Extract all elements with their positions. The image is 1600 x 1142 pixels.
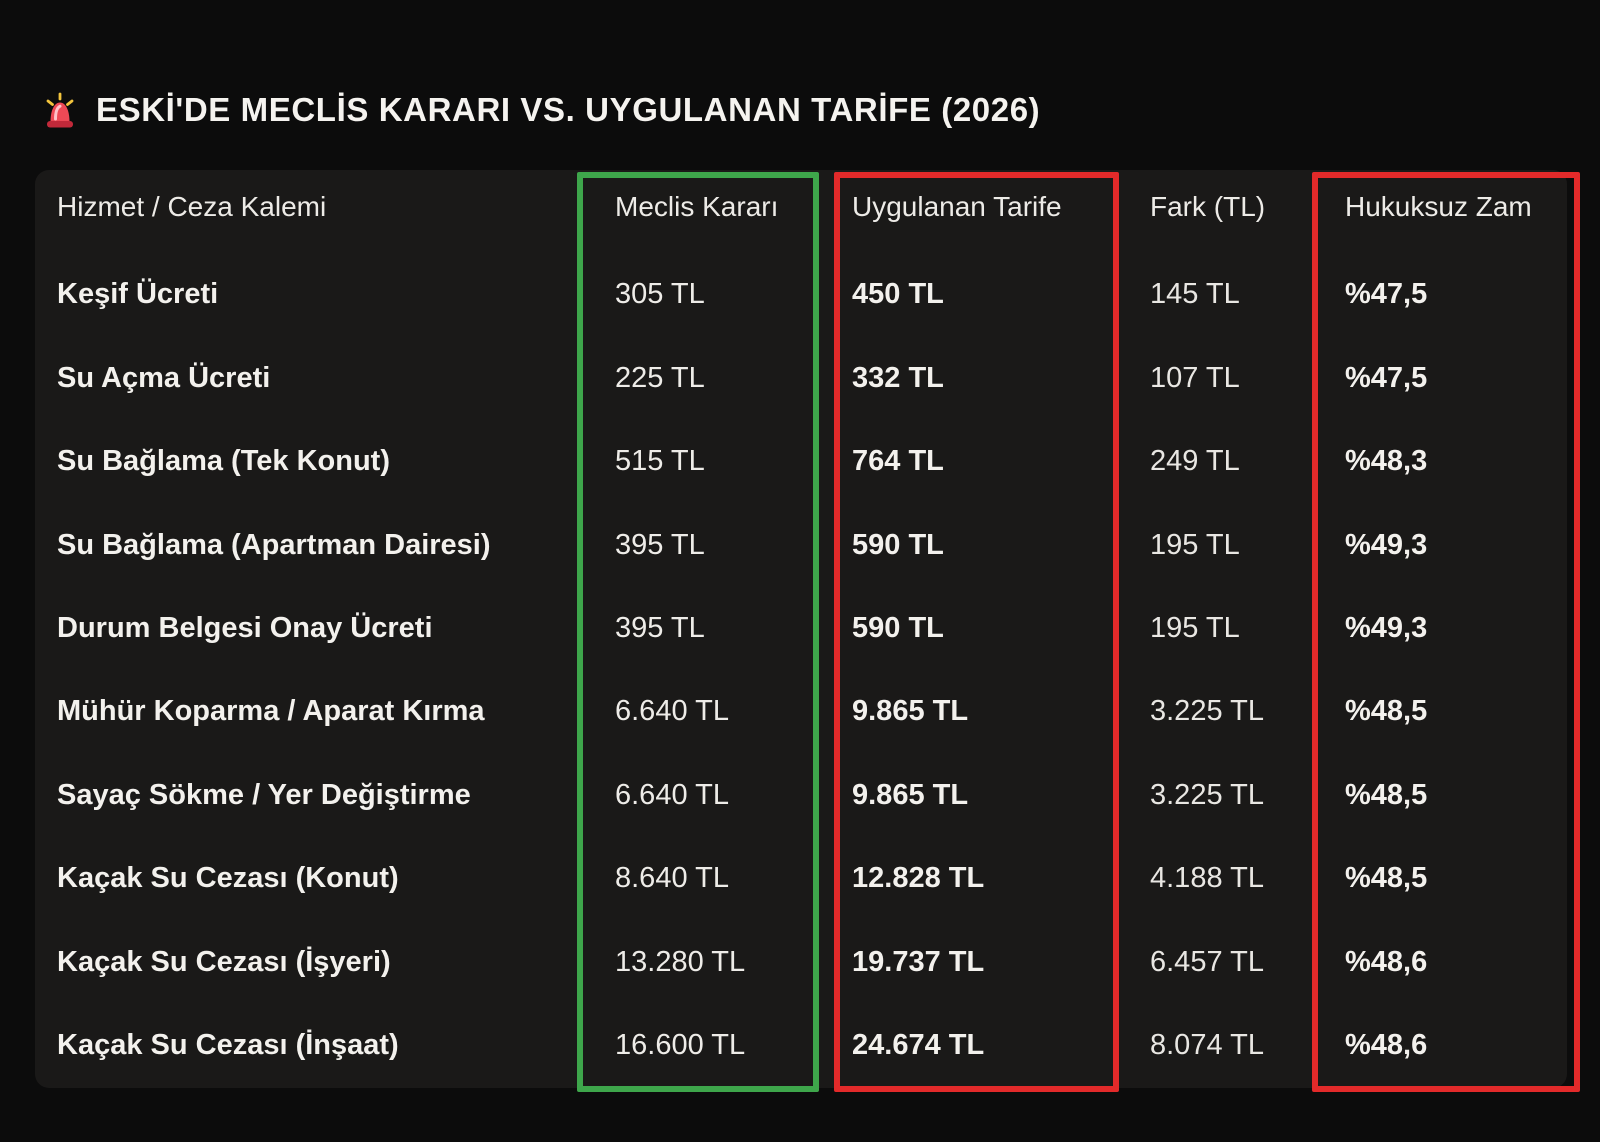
tariff-table-card: Hizmet / Ceza Kalemi Meclis Kararı Uygul…: [35, 170, 1567, 1088]
cell-hukuksuz-zam: %48,6: [1345, 1029, 1428, 1062]
cell-hukuksuz-zam: %48,5: [1345, 695, 1428, 728]
cell-meclis-karari: 8.640 TL: [615, 862, 729, 895]
column-header-hukuksuz-zam: Hukuksuz Zam: [1345, 191, 1532, 223]
table-row: Su Açma Ücreti 225 TL 332 TL 107 TL %47,5: [35, 337, 1567, 420]
siren-icon: [46, 92, 74, 128]
cell-uygulanan-tarife: 590 TL: [852, 611, 944, 644]
column-header-meclis-karari: Meclis Kararı: [615, 191, 779, 223]
cell-fark-tl: 195 TL: [1150, 611, 1240, 644]
cell-uygulanan-tarife: 9.865 TL: [852, 778, 969, 811]
table-row: Durum Belgesi Onay Ücreti 395 TL 590 TL 195…: [35, 587, 1567, 670]
column-header-hizmet-ceza-kalemi: Hizmet / Ceza Kalemi: [57, 191, 327, 223]
cell-uygulanan-tarife: 332 TL: [852, 361, 944, 394]
cell-meclis-karari: 225 TL: [615, 361, 705, 394]
cell-hizmet-ceza-kalemi: Durum Belgesi Onay Ücreti: [57, 611, 433, 644]
table-row: Kaçak Su Cezası (İşyeri) 13.280 TL 19.737 …: [35, 921, 1567, 1004]
cell-uygulanan-tarife: 590 TL: [852, 528, 944, 561]
cell-hizmet-ceza-kalemi: Su Açma Ücreti: [57, 361, 271, 394]
table-row: Su Bağlama (Tek Konut) 515 TL 764 TL 249 TL…: [35, 420, 1567, 503]
cell-hukuksuz-zam: %48,3: [1345, 445, 1428, 478]
cell-uygulanan-tarife: 450 TL: [852, 278, 944, 311]
cell-hukuksuz-zam: %47,5: [1345, 278, 1428, 311]
page-title: ESKİ'DE MECLİS KARARI VS. UYGULANAN TARİ…: [40, 90, 1040, 130]
table-row: Kaçak Su Cezası (İnşaat) 16.600 TL 24.674 …: [35, 1004, 1567, 1087]
table-row: Sayaç Sökme / Yer Değiştirme 6.640 TL 9.86…: [35, 754, 1567, 837]
cell-meclis-karari: 13.280 TL: [615, 945, 746, 978]
cell-meclis-karari: 305 TL: [615, 278, 705, 311]
cell-fark-tl: 145 TL: [1150, 278, 1240, 311]
cell-fark-tl: 107 TL: [1150, 361, 1240, 394]
column-header-fark-tl: Fark (TL): [1150, 191, 1266, 223]
cell-uygulanan-tarife: 764 TL: [852, 445, 944, 478]
title-text: ESKİ'DE MECLİS KARARI VS. UYGULANAN TARİ…: [96, 91, 1041, 128]
cell-meclis-karari: 395 TL: [615, 528, 705, 561]
cell-hukuksuz-zam: %49,3: [1345, 528, 1428, 561]
cell-fark-tl: 6.457 TL: [1150, 945, 1264, 978]
table-body: Keşif Ücreti 305 TL 450 TL 145 TL %47,5 Su Aç…: [35, 253, 1567, 1087]
cell-hizmet-ceza-kalemi: Su Bağlama (Apartman Dairesi): [57, 528, 491, 561]
column-header-uygulanan-tarife: Uygulanan Tarife: [852, 191, 1062, 223]
cell-fark-tl: 249 TL: [1150, 445, 1240, 478]
cell-uygulanan-tarife: 19.737 TL: [852, 945, 985, 978]
cell-hukuksuz-zam: %49,3: [1345, 611, 1428, 644]
cell-meclis-karari: 6.640 TL: [615, 695, 729, 728]
cell-meclis-karari: 515 TL: [615, 445, 705, 478]
cell-uygulanan-tarife: 24.674 TL: [852, 1029, 985, 1062]
cell-hizmet-ceza-kalemi: Kaçak Su Cezası (Konut): [57, 862, 399, 895]
table-row: Mühür Koparma / Aparat Kırma 6.640 TL 9.86…: [35, 671, 1567, 754]
cell-hizmet-ceza-kalemi: Kaçak Su Cezası (İnşaat): [57, 1029, 399, 1062]
cell-uygulanan-tarife: 12.828 TL: [852, 862, 985, 895]
cell-fark-tl: 3.225 TL: [1150, 778, 1264, 811]
cell-hukuksuz-zam: %47,5: [1345, 361, 1428, 394]
cell-hukuksuz-zam: %48,5: [1345, 862, 1428, 895]
cell-hizmet-ceza-kalemi: Mühür Koparma / Aparat Kırma: [57, 695, 485, 728]
cell-hizmet-ceza-kalemi: Keşif Ücreti: [57, 278, 219, 311]
cell-hizmet-ceza-kalemi: Kaçak Su Cezası (İşyeri): [57, 945, 391, 978]
cell-meclis-karari: 16.600 TL: [615, 1029, 746, 1062]
cell-hizmet-ceza-kalemi: Sayaç Sökme / Yer Değiştirme: [57, 778, 471, 811]
cell-hukuksuz-zam: %48,5: [1345, 778, 1428, 811]
cell-fark-tl: 195 TL: [1150, 528, 1240, 561]
cell-uygulanan-tarife: 9.865 TL: [852, 695, 969, 728]
table-row: Kaçak Su Cezası (Konut) 8.640 TL 12.828 TL…: [35, 838, 1567, 921]
table-row: Keşif Ücreti 305 TL 450 TL 145 TL %47,5: [35, 253, 1567, 336]
cell-hukuksuz-zam: %48,6: [1345, 945, 1428, 978]
table-header-row: Hizmet / Ceza Kalemi Meclis Kararı Uygul…: [35, 166, 1567, 249]
cell-meclis-karari: 6.640 TL: [615, 778, 729, 811]
cell-fark-tl: 3.225 TL: [1150, 695, 1264, 728]
cell-fark-tl: 8.074 TL: [1150, 1029, 1264, 1062]
cell-fark-tl: 4.188 TL: [1150, 862, 1264, 895]
cell-hizmet-ceza-kalemi: Su Bağlama (Tek Konut): [57, 445, 390, 478]
cell-meclis-karari: 395 TL: [615, 611, 705, 644]
table-row: Su Bağlama (Apartman Dairesi) 395 TL 590 T…: [35, 504, 1567, 587]
